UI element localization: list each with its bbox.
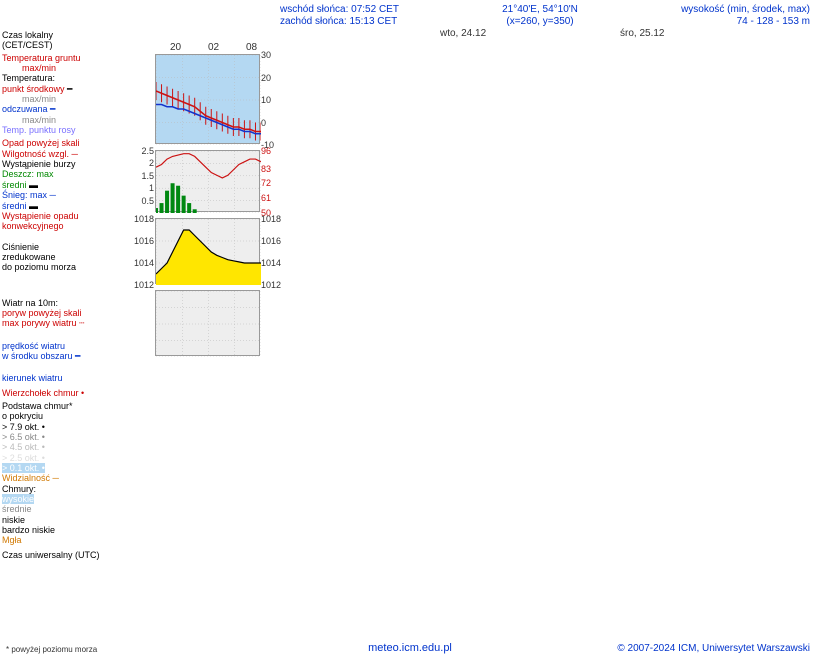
o65-label: > 6.5 okt. • [2, 432, 132, 442]
sunset: zachód słońca: 15:13 CET [280, 16, 399, 28]
wysokie-label: wysokie [2, 494, 34, 504]
temp-label: Temperatura: [2, 73, 132, 83]
day2-label: śro, 25.12 [620, 28, 664, 39]
rosa-label: Temp. punktu rosy [2, 125, 132, 135]
predw-label: prędkość wiatru [2, 341, 132, 351]
kierw-label: kierunek wiatru [2, 373, 132, 383]
footnote: * powyżej poziomu morza [6, 645, 97, 654]
odcz-label: odczuwana ━ [2, 104, 132, 114]
czas-label: Czas lokalny [2, 30, 132, 40]
o45-label: > 4.5 okt. • [2, 442, 132, 452]
cis-label: Ciśnienie [2, 242, 132, 252]
maxporyw-label: max porywy wiatru ┄ [2, 318, 132, 328]
elev-val: 74 - 128 - 153 m [681, 16, 810, 28]
snieg-label: Śnieg: max ─ [2, 190, 132, 200]
poryw-label: poryw powyżej skali [2, 308, 132, 318]
wiatr10-label: Wiatr na 10m: [2, 298, 132, 308]
cutc-label: Czas uniwersalny (UTC) [2, 550, 132, 560]
mgla-label: Mgła [2, 535, 132, 545]
konw2-label: konwekcyjnego [2, 221, 132, 231]
wilg-label: Wilgotność wzgl. ─ [2, 149, 132, 159]
niskie-label: niskie [2, 515, 132, 525]
day1-label: wto, 24.12 [440, 28, 486, 39]
sredni-label: średni ▬ [2, 180, 132, 190]
wchmur-label: Wierzchołek chmur • [2, 388, 132, 398]
maxmin-label: max/min [2, 63, 132, 73]
konw-label: Wystąpienie opadu [2, 211, 132, 221]
burza-label: Wystąpienie burzy [2, 159, 132, 169]
opskal-label: Opad powyżej skali [2, 138, 132, 148]
bniskie-label: bardzo niskie [2, 525, 132, 535]
o79-label: > 7.9 okt. • [2, 422, 132, 432]
maxmin2-label: max/min [2, 94, 132, 104]
sredni2-label: średni ▬ [2, 201, 132, 211]
predw2-label: w środku obszaru ━ [2, 351, 132, 361]
widz-label: Widzialność ─ [2, 473, 132, 483]
tempgrunt-label: Temperatura gruntu [2, 53, 132, 63]
elev-label: wysokość (min, środek, max) [681, 4, 810, 16]
o01-label: > 0.1 okt. • [2, 463, 45, 473]
srodek-label: punkt środkowy ━ [2, 84, 132, 94]
coords: 21°40'E, 54°10'N [502, 4, 578, 15]
header: wschód słońca: 07:52 CET zachód słońca: … [280, 4, 810, 28]
footer-copy: © 2007-2024 ICM, Uniwersytet Warszawski [617, 643, 810, 654]
srednie-label: średnie [2, 504, 132, 514]
deszcz-label: Deszcz: max [2, 169, 132, 179]
maxmin3-label: max/min [2, 115, 132, 125]
cis2-label: zredukowane [2, 252, 132, 262]
sunrise: wschód słońca: 07:52 CET [280, 4, 399, 16]
chmury-label: Chmury: [2, 484, 132, 494]
cis3-label: do poziomu morza [2, 262, 132, 272]
opokr-label: o pokryciu [2, 411, 132, 421]
legend-column: Czas lokalny (CET/CEST) Temperatura grun… [2, 30, 132, 560]
podst-label: Podstawa chmur* [2, 401, 132, 411]
czas2-label: (CET/CEST) [2, 40, 132, 50]
xy: (x=260, y=350) [506, 16, 573, 27]
o25-label: > 2.5 okt. • [2, 453, 132, 463]
footer-url[interactable]: meteo.icm.edu.pl [368, 642, 452, 654]
